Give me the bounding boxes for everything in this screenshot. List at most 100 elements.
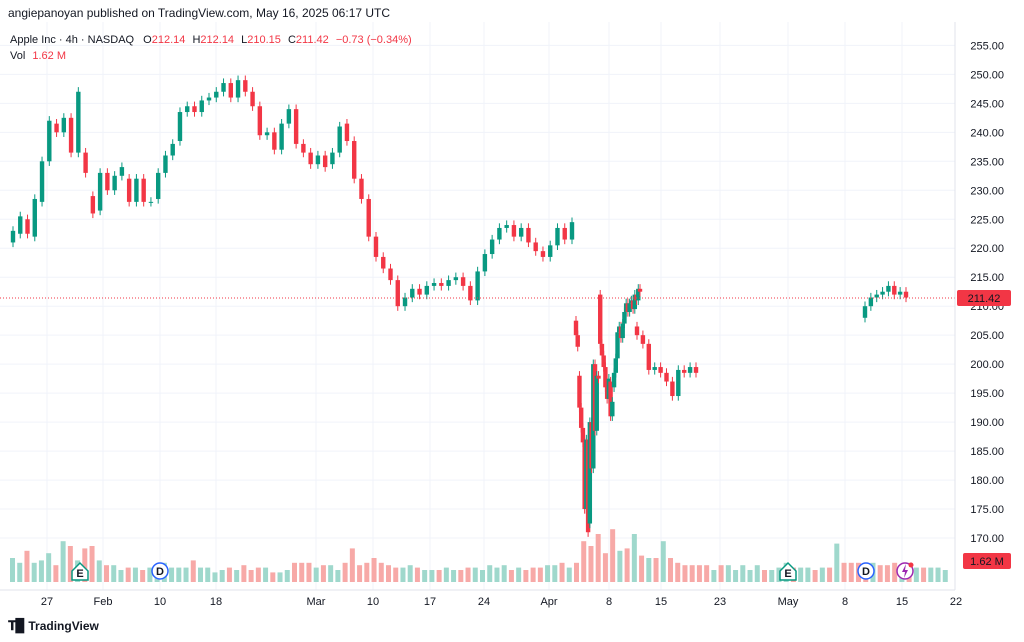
- event-marker-s[interactable]: [896, 562, 914, 580]
- volume-bar: [349, 548, 355, 582]
- candle-body: [119, 167, 125, 176]
- volume-bar: [574, 562, 579, 582]
- volume-bar: [552, 565, 558, 582]
- legend-c-label: C: [288, 34, 296, 46]
- candle-body: [555, 227, 560, 246]
- volume-bar: [530, 567, 536, 582]
- legend-vol-value: 1.62 M: [32, 50, 66, 62]
- volume-bar: [516, 567, 522, 582]
- candle-body: [439, 283, 444, 286]
- volume-bar: [17, 562, 23, 582]
- volume-bar: [386, 565, 391, 582]
- time-tick-label: Mar: [307, 596, 326, 608]
- volume-bar: [183, 567, 189, 582]
- candle-body: [886, 285, 891, 292]
- price-axis: 170.00 175.00 180.00 185.00 190.00 195.00 200.…: [970, 40, 1004, 545]
- candle-body: [279, 123, 284, 150]
- candle-body: [373, 236, 379, 257]
- volume-bar: [942, 570, 948, 582]
- volume-bar: [364, 562, 370, 582]
- candle-body: [637, 288, 643, 292]
- volume-bar: [566, 567, 572, 582]
- candle-body: [25, 219, 30, 234]
- event-marker-d[interactable]: D: [857, 562, 875, 580]
- price-tick-label: 205.00: [970, 330, 1004, 342]
- candle-body: [676, 369, 681, 397]
- candle-body: [587, 422, 593, 524]
- event-marker-e[interactable]: E: [71, 561, 89, 581]
- candle-body: [652, 367, 657, 370]
- candle-body: [670, 381, 675, 397]
- volume-bar: [198, 567, 203, 582]
- volume-bar: [754, 565, 760, 582]
- volume-bar: [696, 565, 702, 582]
- candle-body: [177, 112, 183, 142]
- time-tick-label: Feb: [94, 596, 113, 608]
- candle-body: [90, 196, 96, 214]
- candle-body: [388, 268, 393, 281]
- svg-text:Apple Inc · 4h · NASDAQ: Apple Inc · 4h · NASDAQ O212.14 H212.14 …: [10, 34, 412, 46]
- volume-bar: [147, 567, 153, 582]
- candle-body: [10, 230, 16, 243]
- price-tick-label: 225.00: [970, 214, 1004, 226]
- volume-bar: [320, 565, 326, 582]
- candle-body: [634, 326, 640, 336]
- volume-bar: [46, 553, 52, 582]
- candle-body: [293, 109, 299, 144]
- volume-bar: [241, 565, 247, 582]
- candle-body: [601, 355, 606, 368]
- price-tick-label: 170.00: [970, 533, 1004, 545]
- volume-bar: [508, 570, 514, 582]
- candle-body: [482, 254, 488, 272]
- candle-body: [308, 152, 313, 165]
- volume-bar: [472, 567, 478, 582]
- candle-body: [257, 106, 263, 136]
- volume-bar: [277, 572, 283, 582]
- legend-o-value: 212.14: [152, 34, 186, 46]
- candle-body: [243, 80, 248, 92]
- volume-bar: [407, 565, 413, 582]
- volume-bar: [711, 570, 717, 582]
- dividend-icon: D: [156, 566, 164, 578]
- volume-badge: 1.62 M: [963, 553, 1011, 569]
- candle-body: [596, 375, 601, 379]
- last-price-badge: 211.42: [957, 289, 1011, 306]
- candle-body: [330, 152, 335, 165]
- candlestick-chart[interactable]: 170.00 175.00 180.00 185.00 190.00 195.00 200.…: [0, 22, 1024, 612]
- volume-bar: [487, 565, 493, 582]
- candle-body: [489, 239, 495, 255]
- time-tick-label: 10: [367, 596, 379, 608]
- earnings-icon: E: [76, 568, 83, 580]
- candle-body: [613, 358, 618, 373]
- candle-body: [264, 132, 270, 136]
- volume-bar: [624, 548, 630, 582]
- volume-bar: [255, 567, 261, 582]
- event-marker-d[interactable]: D: [151, 562, 169, 580]
- candle-body: [598, 294, 603, 344]
- candle-body: [608, 381, 613, 417]
- candle-body: [126, 178, 132, 202]
- candle-body: [134, 178, 139, 202]
- candle-body: [105, 172, 110, 191]
- candle-body: [352, 141, 357, 179]
- candle-body: [664, 372, 669, 382]
- price-tick-label: 250.00: [970, 69, 1004, 81]
- candle-body: [235, 80, 241, 98]
- event-marker-e[interactable]: E: [779, 561, 797, 581]
- candle-body: [214, 91, 219, 98]
- volume-bar: [263, 567, 269, 582]
- price-tick-label: 220.00: [970, 243, 1004, 255]
- volume-bar: [682, 565, 688, 582]
- split-lightning-icon: [902, 564, 908, 578]
- volume-bar: [602, 553, 608, 582]
- volume-bar: [668, 558, 673, 582]
- footer[interactable]: 𝐓▉ TradingView: [8, 618, 99, 634]
- volume-bar: [60, 541, 66, 582]
- candle-body: [611, 372, 617, 388]
- volume-bar: [718, 565, 724, 582]
- candle-body: [573, 320, 579, 336]
- candle-body: [315, 155, 321, 165]
- candle-body: [366, 198, 371, 237]
- volume-bar: [805, 567, 811, 582]
